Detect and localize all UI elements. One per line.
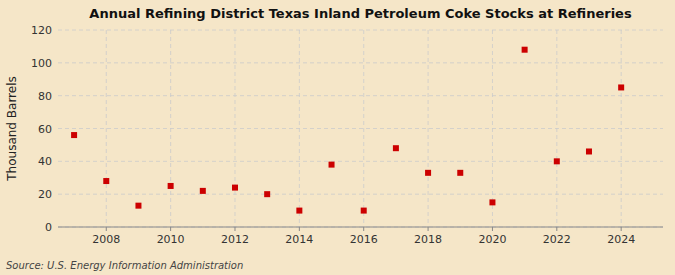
x-tick <box>234 227 235 231</box>
x-tick-label: 2010 <box>157 233 185 246</box>
x-grid-line <box>299 30 300 227</box>
y-grid-line <box>58 62 663 63</box>
x-tick <box>621 227 622 231</box>
point <box>522 47 528 53</box>
x-tick-label: 2020 <box>478 233 506 246</box>
point <box>425 170 431 176</box>
point <box>393 145 399 151</box>
x-tick-label: 2008 <box>92 233 120 246</box>
point <box>232 185 238 191</box>
x-grid-line <box>234 30 235 227</box>
x-grid-line <box>170 30 171 227</box>
x-tick-label: 2014 <box>285 233 313 246</box>
x-tick-label: 2024 <box>607 233 635 246</box>
x-grid-line <box>621 30 622 227</box>
y-grid-line <box>58 30 663 31</box>
y-grid-line <box>58 194 663 195</box>
point <box>361 208 367 214</box>
y-tick-label: 100 <box>31 57 52 70</box>
x-grid-line <box>363 30 364 227</box>
y-grid-line <box>58 227 663 228</box>
y-tick-label: 60 <box>38 123 52 136</box>
x-tick <box>556 227 557 231</box>
point <box>489 199 495 205</box>
x-grid-line <box>556 30 557 227</box>
y-tick-label: 80 <box>38 90 52 103</box>
y-tick-label: 40 <box>38 155 52 168</box>
y-tick-label: 20 <box>38 188 52 201</box>
point <box>135 203 141 209</box>
x-tick <box>299 227 300 231</box>
point <box>296 208 302 214</box>
y-tick-label: 0 <box>45 221 52 234</box>
x-tick-label: 2016 <box>350 233 378 246</box>
x-tick <box>170 227 171 231</box>
y-grid-line <box>58 161 663 162</box>
grid <box>58 30 663 227</box>
y-axis-label: Thousand Barrels <box>5 76 19 181</box>
x-tick <box>428 227 429 231</box>
x-tick <box>363 227 364 231</box>
x-tick-label: 2012 <box>221 233 249 246</box>
x-grid-line <box>492 30 493 227</box>
point <box>168 183 174 189</box>
chart-container: 2008 2010 2012 2014 2016 2018 2020 2022 2024 0 20 4… <box>0 0 675 275</box>
title: Annual Refining District Texas Inland Pe… <box>89 6 632 21</box>
point <box>554 158 560 164</box>
y-grid-line <box>58 128 663 129</box>
x-tick-label: 2018 <box>414 233 442 246</box>
point <box>586 148 592 154</box>
point <box>457 170 463 176</box>
y-tick-label: 120 <box>31 24 52 37</box>
point <box>329 162 335 168</box>
points <box>71 47 624 214</box>
x-axis-line <box>58 227 663 228</box>
point <box>71 132 77 138</box>
point <box>264 191 270 197</box>
x-tick <box>492 227 493 231</box>
chart: 2008 2010 2012 2014 2016 2018 2020 2022 2024 0 20 4… <box>0 0 675 275</box>
x-grid-line <box>428 30 429 227</box>
point <box>200 188 206 194</box>
x-grid-line <box>106 30 107 227</box>
source-note: Source: U.S. Energy Information Administ… <box>6 260 243 271</box>
point <box>103 178 109 184</box>
point <box>618 84 624 90</box>
y-grid-line <box>58 95 663 96</box>
x-tick-label: 2022 <box>543 233 571 246</box>
x-tick <box>106 227 107 231</box>
background <box>0 0 675 275</box>
